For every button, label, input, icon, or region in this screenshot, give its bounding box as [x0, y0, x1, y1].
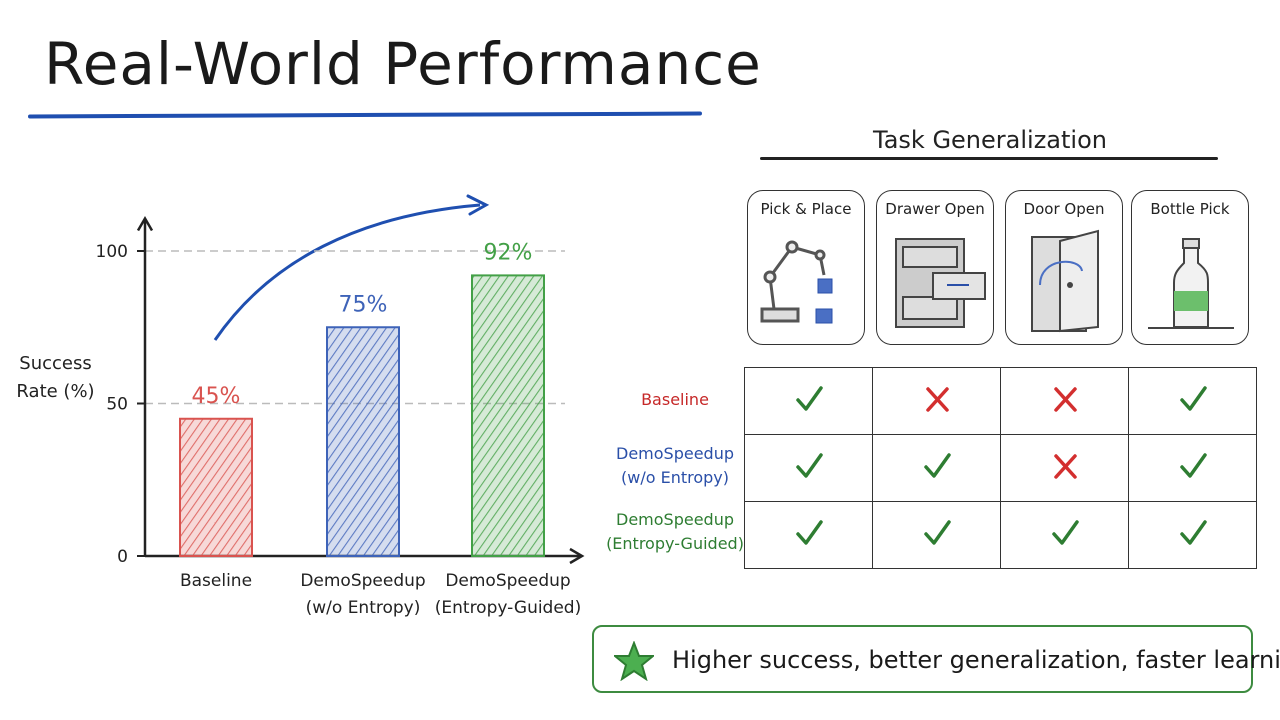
- robot-arm-icon: [760, 240, 833, 324]
- drawer-icon: [895, 238, 986, 328]
- check-stroke: [795, 386, 823, 411]
- task-card: Door Open: [1005, 190, 1123, 345]
- check-stroke: [795, 453, 823, 478]
- column-header: Bottle Pick: [1150, 200, 1230, 218]
- table-cell: [1000, 367, 1129, 435]
- cross-mark: [1053, 454, 1077, 479]
- check-stroke: [923, 453, 951, 478]
- check-mark: [1051, 520, 1079, 545]
- check-mark: [923, 520, 951, 545]
- check-mark: [1179, 520, 1207, 545]
- check-stroke: [795, 520, 823, 545]
- slide-title: Real-World Performance: [44, 30, 762, 98]
- y-tick-label: 50: [106, 395, 128, 415]
- row-label: DemoSpeedup (Entropy-Guided): [606, 510, 744, 553]
- value-label: 92%: [484, 240, 533, 265]
- cross-mark: [925, 387, 949, 412]
- trend-arrowhead: [466, 194, 490, 216]
- check-stroke: [1051, 520, 1079, 545]
- column-header: Pick & Place: [760, 200, 852, 218]
- check-stroke: [1179, 453, 1207, 478]
- table-cell: [1000, 501, 1129, 569]
- bar: [326, 326, 400, 557]
- y-tick-label: 0: [117, 547, 128, 567]
- x-tick-label: Baseline: [179, 571, 253, 591]
- cross-stroke: [925, 387, 949, 412]
- y-axis-arrow: [136, 216, 154, 232]
- y-tick-label: 100: [96, 242, 128, 262]
- cross-mark: [1053, 387, 1077, 412]
- summary-box: Higher success, better generalization, f…: [592, 625, 1280, 693]
- check-mark: [795, 520, 823, 545]
- table-row: [744, 434, 1257, 502]
- x-tick-label: DemoSpeedup (w/o Entropy): [300, 571, 426, 618]
- check-mark: [923, 453, 951, 478]
- bottle-icon: [1148, 238, 1234, 329]
- check-mark: [1179, 453, 1207, 478]
- x-axis-arrow: [569, 547, 585, 565]
- door-icon: [1031, 229, 1099, 333]
- check-stroke: [923, 520, 951, 545]
- table-cell: [744, 434, 873, 502]
- trend-arrow: [213, 203, 481, 341]
- table-cell: [1128, 367, 1257, 435]
- star-icon: [614, 641, 654, 681]
- table-title: Task Generalization: [873, 126, 1107, 154]
- table-cell: [744, 501, 873, 569]
- task-card: Drawer Open: [876, 190, 994, 345]
- x-tick-label: DemoSpeedup (Entropy-Guided): [434, 571, 582, 618]
- table-title-underline: [760, 157, 1218, 160]
- check-mark: [795, 453, 823, 478]
- table-row: [744, 367, 1257, 435]
- bar: [471, 274, 545, 557]
- y-axis-label: Success Rate (%): [16, 353, 95, 402]
- cross-stroke: [1053, 387, 1077, 412]
- table-cell: [872, 434, 1001, 502]
- table-cell: [1128, 434, 1257, 502]
- value-label: 75%: [339, 292, 388, 317]
- table-cell: [872, 501, 1001, 569]
- check-mark: [1179, 386, 1207, 411]
- table-cell: [744, 367, 873, 435]
- chart: 0 50 100 45% 75% 92%: [96, 194, 585, 567]
- summary-text: Higher success, better generalization, f…: [672, 646, 1280, 674]
- table-row: [744, 501, 1257, 569]
- column-header: Door Open: [1023, 200, 1105, 218]
- value-label: 45%: [192, 384, 241, 409]
- check-mark: [795, 386, 823, 411]
- check-stroke: [1179, 386, 1207, 411]
- bar: [179, 417, 253, 557]
- row-label: DemoSpeedup (w/o Entropy): [616, 444, 734, 487]
- task-card: Bottle Pick: [1131, 190, 1249, 345]
- table-cell: [1128, 501, 1257, 569]
- table-cell: [1000, 434, 1129, 502]
- row-label: Baseline: [641, 390, 709, 409]
- check-stroke: [1179, 520, 1207, 545]
- cross-stroke: [1053, 454, 1077, 479]
- column-header: Drawer Open: [885, 200, 985, 218]
- table-cell: [872, 367, 1001, 435]
- task-card: Pick & Place: [747, 190, 865, 345]
- results-grid: [744, 367, 1257, 569]
